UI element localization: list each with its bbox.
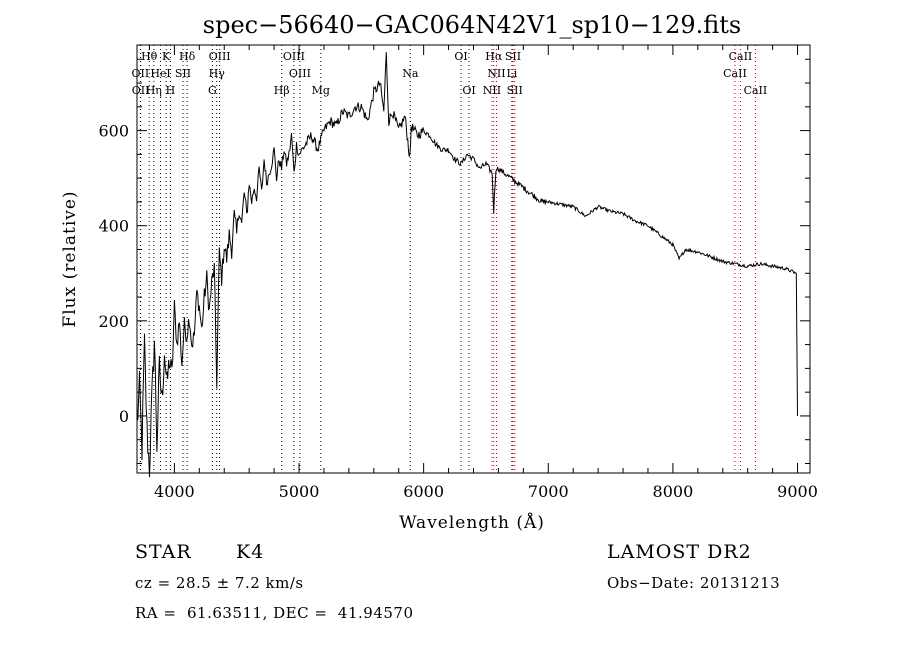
line-label-3: OIII — [209, 50, 231, 63]
y-tick-label: 0 — [119, 407, 129, 426]
spectrum-series — [136, 52, 798, 478]
line-label-13: OIII — [289, 67, 311, 80]
line-label-12: Hγ — [209, 67, 226, 80]
line-label-11: SII — [175, 67, 191, 80]
line-label-17: CaII — [723, 67, 747, 80]
line-label-2: Hδ — [179, 50, 196, 63]
survey-name: LAMOST DR2 — [607, 541, 752, 563]
line-label-5: OI — [454, 50, 467, 63]
sky-coordinates: RA = 61.63511, DEC = 41.94570 — [135, 604, 414, 622]
line-label-23: Mg — [312, 84, 330, 97]
line-label-21: G — [208, 84, 217, 97]
x-tick-label: 6000 — [403, 482, 444, 501]
line-label-7: SII — [505, 50, 521, 63]
x-tick-label: 8000 — [653, 482, 694, 501]
line-label-14: Na — [402, 67, 419, 80]
line-label-15: NII — [487, 67, 505, 80]
observation-date: Obs−Date: 20131213 — [607, 574, 781, 592]
line-label-4: OIII — [283, 50, 305, 63]
y-tick-label: 400 — [98, 217, 129, 236]
y-axis-label: Flux (relative) — [60, 190, 80, 327]
line-label-0: Hθ — [141, 50, 158, 63]
line-label-8: CaII — [729, 50, 753, 63]
line-label-18: OII — [132, 84, 150, 97]
object-class: STAR — [135, 541, 192, 563]
y-tick-label: 200 — [98, 312, 129, 331]
object-subclass: K4 — [236, 541, 265, 563]
spectrum-line — [136, 52, 798, 478]
line-label-20: H — [166, 84, 176, 97]
line-label-27: CaII — [744, 84, 768, 97]
line-label-10: HeI — [150, 67, 170, 80]
redshift-velocity: cz = 28.5 ± 7.2 km/s — [135, 574, 304, 592]
x-tick-label: 4000 — [154, 482, 195, 501]
chart-title: spec−56640−GAC064N42V1_sp10−129.fits — [203, 11, 741, 39]
line-label-1: K — [162, 50, 171, 63]
line-label-22: Hβ — [274, 84, 290, 97]
line-label-25: NII — [483, 84, 501, 97]
y-tick-label: 600 — [98, 122, 129, 141]
x-axis-label: Wavelength (Å) — [399, 512, 545, 533]
line-label-19: Hη — [146, 84, 162, 97]
axis-ticks: 4000 5000 6000 7000 8000 9000 0 200 400 600 — [98, 45, 818, 501]
line-label-6: Hα — [485, 50, 503, 63]
line-label-16: Li — [506, 67, 517, 80]
x-tick-label: 9000 — [777, 482, 818, 501]
plot-frame — [136, 44, 811, 474]
line-label-24: OI — [462, 84, 475, 97]
x-tick-label: 5000 — [279, 482, 320, 501]
line-label-26: SII — [507, 84, 523, 97]
x-tick-label: 7000 — [528, 482, 569, 501]
